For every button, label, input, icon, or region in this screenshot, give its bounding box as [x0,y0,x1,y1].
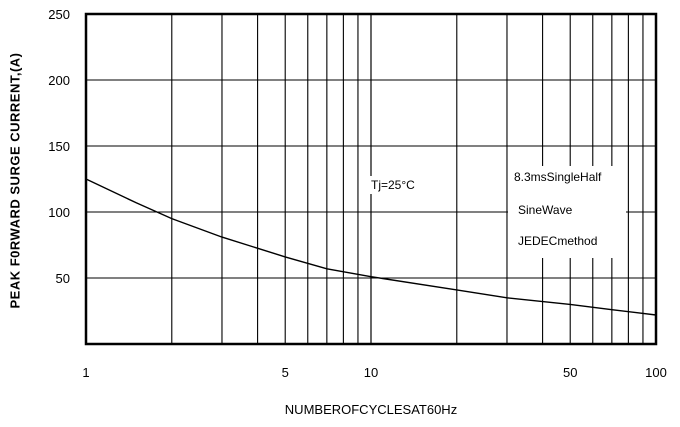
annotation-jedec: JEDECmethod [518,234,597,248]
x-tick-label: 1 [82,365,89,380]
x-tick-label: 5 [282,365,289,380]
y-tick-label: 50 [56,271,70,286]
surge-current-curve [85,178,657,316]
y-tick-label: 200 [48,73,70,88]
y-axis-label: PEAK F0RWARD SURGE CURRENT,(A) [7,52,23,308]
x-tick-label: 10 [364,365,378,380]
y-tick-label: 250 [48,7,70,22]
y-tick-label: 150 [48,139,70,154]
annotation-method-bg [508,166,626,258]
annotation-temp-bg [366,176,432,194]
annotation-junction-temp: Tj=25°C [371,178,415,192]
y-tick-labels: 50 100 150 200 250 [48,7,70,286]
x-tick-label: 50 [563,365,577,380]
y-tick-label: 100 [48,205,70,220]
y-axis-label-box: PEAK F0RWARD SURGE CURRENT,(A) [6,0,24,360]
x-tick-labels: 1 5 10 50 100 [82,365,666,380]
x-tick-label: 100 [645,365,667,380]
plot-frame [84,12,658,346]
x-axis-label: NUMBEROFCYCLESAT60Hz [284,402,458,417]
annotation-waveform: 8.3msSingleHalf [514,170,602,184]
annotation-sinewave: SineWave [518,203,573,217]
